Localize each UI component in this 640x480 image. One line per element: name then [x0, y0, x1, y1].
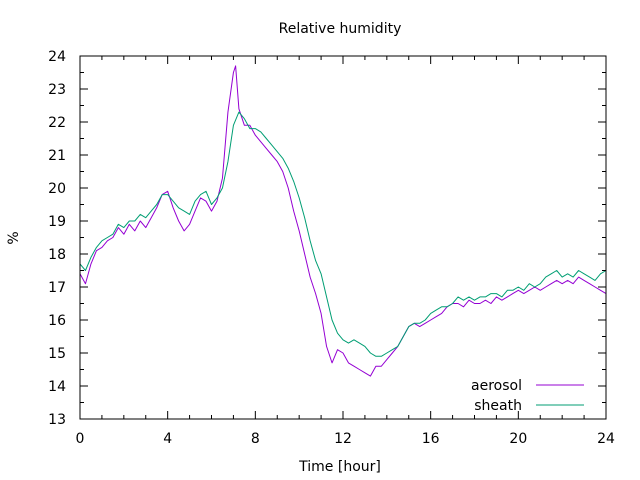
y-tick-label: 15: [48, 346, 66, 362]
series-line-aerosol: [79, 65, 607, 377]
y-tick-label: 20: [48, 181, 66, 197]
series-layer: [79, 65, 607, 377]
y-tick-label: 17: [48, 280, 66, 296]
y-tick-label: 21: [48, 148, 66, 164]
x-tick-label: 4: [163, 431, 172, 447]
y-tick-label: 14: [48, 379, 66, 395]
x-tick-label: 12: [334, 431, 352, 447]
x-tick-label: 8: [251, 431, 260, 447]
legend-label-aerosol: aerosol: [471, 378, 522, 394]
y-tick-label: 19: [48, 214, 66, 230]
legend-label-sheath: sheath: [474, 398, 522, 414]
x-axis-label: Time [hour]: [298, 459, 381, 475]
y-tick-label: 18: [48, 247, 66, 263]
chart-title: Relative humidity: [279, 21, 402, 37]
ticks-layer: 0 4 8 12 16 20 24 13 14 15 16 17 18 19 20 21 22 23 24: [48, 49, 615, 447]
x-tick-label: 24: [597, 431, 615, 447]
x-tick-label: 20: [509, 431, 527, 447]
y-tick-label: 13: [48, 412, 66, 428]
series-line-sheath: [79, 111, 607, 357]
plot-area-frame: [79, 55, 607, 420]
legend: aerosol sheath: [471, 378, 584, 414]
y-tick-label: 16: [48, 313, 66, 329]
x-tick-label: 0: [76, 431, 85, 447]
y-tick-label: 22: [48, 115, 66, 131]
y-tick-label: 24: [48, 49, 66, 65]
x-tick-label: 16: [422, 431, 440, 447]
y-tick-label: 23: [48, 82, 66, 98]
y-axis-label: %: [6, 231, 22, 244]
